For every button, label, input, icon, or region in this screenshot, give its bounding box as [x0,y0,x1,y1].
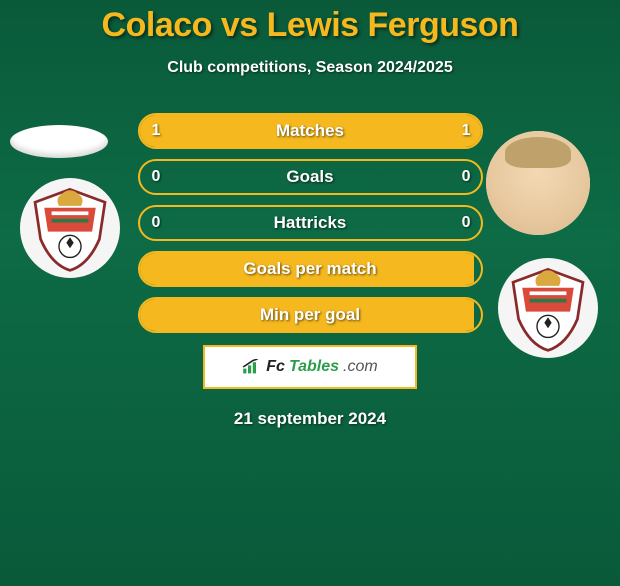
stat-left-value: 0 [152,168,161,186]
stat-label: Goals [286,167,333,187]
stat-label: Min per goal [260,305,360,325]
date-label: 21 september 2024 [0,409,620,429]
stat-row: 0 Goals 0 [138,159,483,195]
brand-text-prefix: Fc [266,358,285,376]
stat-left-value: 1 [152,122,161,140]
stat-label: Goals per match [243,259,376,279]
stat-right-value: 0 [462,168,471,186]
page-title: Colaco vs Lewis Ferguson [0,6,620,45]
stat-row: Goals per match [138,251,483,287]
brand-text-suffix: .com [343,358,378,376]
stat-row: 0 Hattricks 0 [138,205,483,241]
brand-text-main: Tables [289,358,339,376]
stat-label: Matches [276,121,344,141]
stat-row: 1 Matches 1 [138,113,483,149]
chart-icon [242,359,262,375]
stat-left-value: 0 [152,214,161,232]
stat-label: Hattricks [274,213,347,233]
stat-right-value: 1 [462,122,471,140]
stats-area: 1 Matches 1 0 Goals 0 0 Hattricks 0 Goals per mat… [0,113,620,333]
stat-row: Min per goal [138,297,483,333]
brand-link[interactable]: FcTables.com [203,345,417,389]
stat-right-value: 0 [462,214,471,232]
subtitle: Club competitions, Season 2024/2025 [0,59,620,77]
